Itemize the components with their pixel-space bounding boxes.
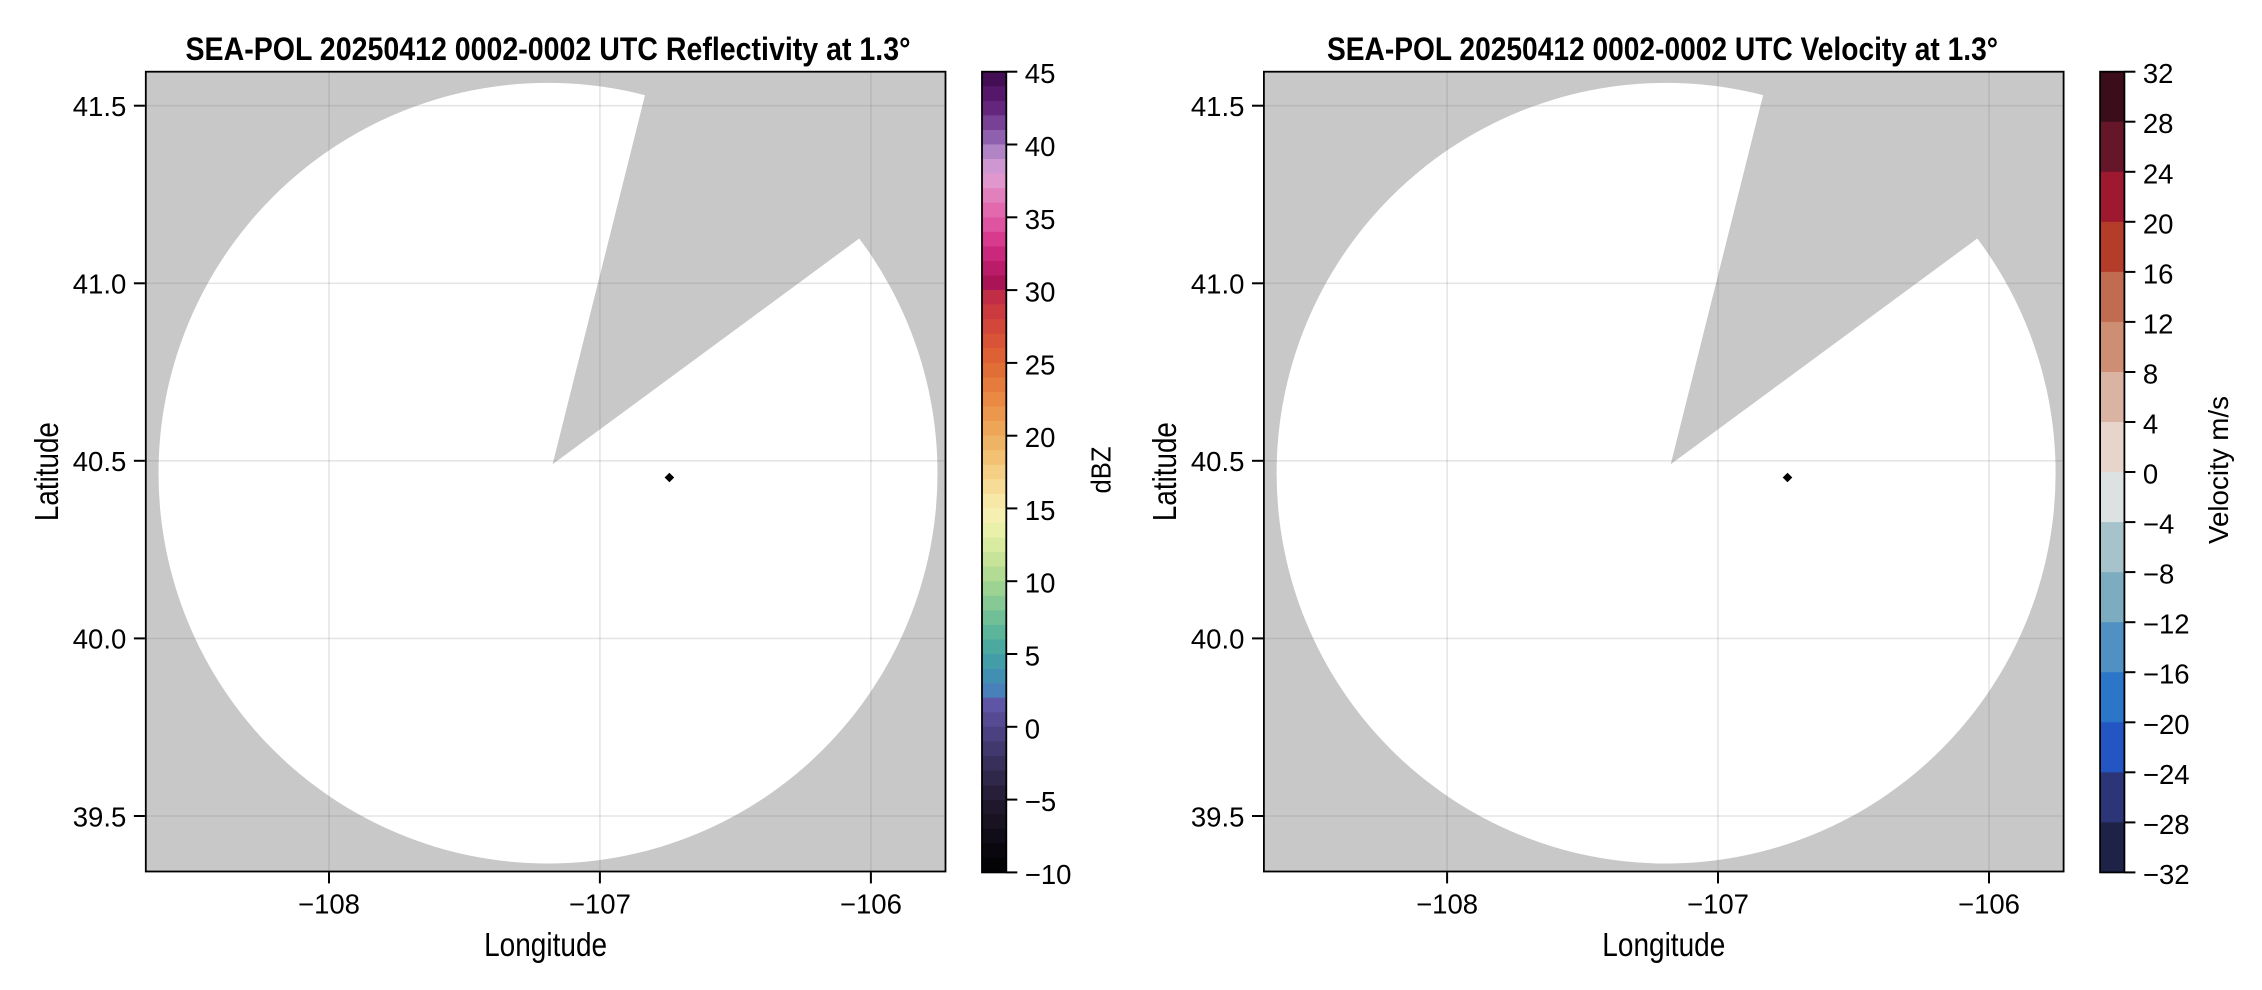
svg-text:−24: −24 [2143,759,2190,790]
svg-text:−28: −28 [2143,809,2190,840]
svg-text:−20: −20 [2143,709,2190,740]
svg-text:40: 40 [1025,131,1056,162]
svg-text:Latitude: Latitude [28,422,65,521]
svg-text:8: 8 [2143,359,2158,390]
svg-text:20: 20 [2143,208,2174,239]
svg-text:−107: −107 [1687,889,1749,920]
svg-text:Velocity m/s: Velocity m/s [2203,396,2234,544]
svg-text:0: 0 [1025,713,1040,744]
svg-text:−108: −108 [1416,889,1478,920]
svg-text:20: 20 [1025,422,1056,453]
svg-text:45: 45 [1025,58,1056,89]
svg-text:40.0: 40.0 [1191,624,1245,655]
svg-text:41.0: 41.0 [73,269,127,300]
svg-text:24: 24 [2143,158,2174,189]
svg-text:0: 0 [2143,459,2158,490]
svg-text:30: 30 [1025,277,1056,308]
svg-text:41.0: 41.0 [1191,269,1245,300]
svg-text:16: 16 [2143,258,2174,289]
svg-text:Longitude: Longitude [1602,926,1725,963]
svg-text:25: 25 [1025,349,1056,380]
svg-text:SEA-POL 20250412 0002-0002 UTC: SEA-POL 20250412 0002-0002 UTC Reflectiv… [186,31,911,67]
svg-text:39.5: 39.5 [73,801,127,832]
svg-text:10: 10 [1025,568,1056,599]
svg-text:15: 15 [1025,495,1056,526]
svg-text:12: 12 [2143,308,2174,339]
svg-text:−108: −108 [298,889,360,920]
svg-text:−12: −12 [2143,609,2190,640]
svg-text:41.5: 41.5 [1191,91,1245,122]
svg-text:40.0: 40.0 [73,624,127,655]
svg-text:−107: −107 [569,889,631,920]
svg-text:−10: −10 [1025,859,1072,890]
svg-text:−16: −16 [2143,659,2190,690]
svg-text:4: 4 [2143,409,2158,440]
svg-text:Latitude: Latitude [1146,422,1183,521]
svg-text:5: 5 [1025,641,1040,672]
svg-text:32: 32 [2143,58,2174,89]
svg-text:41.5: 41.5 [73,91,127,122]
svg-text:−8: −8 [2143,559,2174,590]
svg-text:−32: −32 [2143,859,2190,890]
svg-text:39.5: 39.5 [1191,801,1245,832]
svg-text:dBZ: dBZ [1086,447,1117,494]
svg-text:−106: −106 [840,889,902,920]
svg-text:Longitude: Longitude [484,926,607,963]
svg-text:35: 35 [1025,204,1056,235]
svg-text:−5: −5 [1025,786,1056,817]
svg-text:−4: −4 [2143,509,2174,540]
svg-text:−106: −106 [1958,889,2020,920]
svg-text:28: 28 [2143,108,2174,139]
svg-text:40.5: 40.5 [1191,446,1245,477]
svg-text:SEA-POL 20250412 0002-0002 UTC: SEA-POL 20250412 0002-0002 UTC Velocity … [1327,31,1998,67]
svg-text:40.5: 40.5 [73,446,127,477]
